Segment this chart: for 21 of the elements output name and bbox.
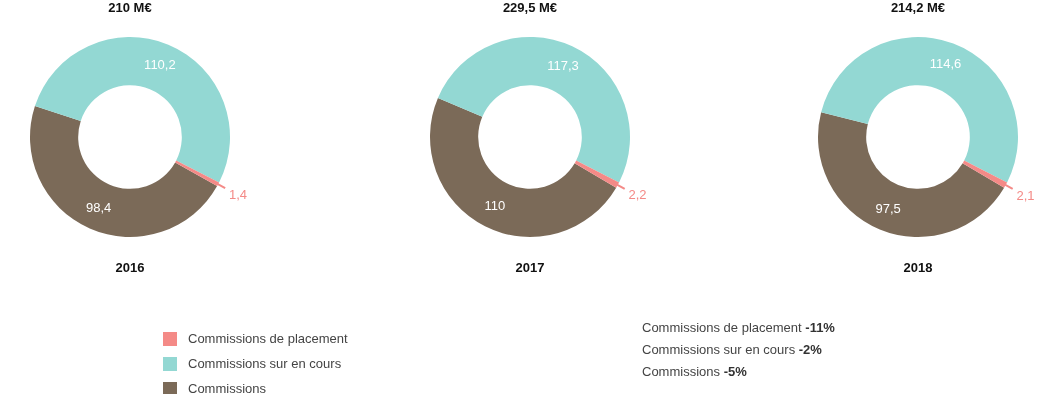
legend-label: Commissions de placement (188, 331, 348, 346)
data-label: 97,5 (875, 200, 901, 216)
data-label: 1,4 (228, 186, 248, 202)
data-label: 2,2 (628, 187, 647, 203)
text: 2017 (514, 260, 546, 275)
chart-title: 229,5 M€ (501, 0, 559, 15)
text: Commissions -5% (642, 364, 747, 379)
data-label: 110 (484, 198, 506, 214)
data-label: 2,1 (1016, 187, 1035, 203)
text: Commissions de placement -11% (642, 320, 835, 335)
data-label: 110,2 (144, 56, 176, 72)
legend-label: Commissions (188, 381, 267, 394)
text: 2018 (902, 260, 934, 275)
legend-label: Commissions sur en cours (188, 356, 342, 371)
chart-title: 210 M€ (107, 0, 153, 15)
data-label: 98,4 (85, 199, 112, 215)
data-label: 114,6 (929, 55, 962, 71)
text: Commissions sur en cours -2% (642, 342, 822, 357)
data-label: 117,3 (547, 57, 579, 73)
text: 2016 (114, 260, 146, 275)
chart-title: 214,2 M€ (889, 0, 947, 15)
